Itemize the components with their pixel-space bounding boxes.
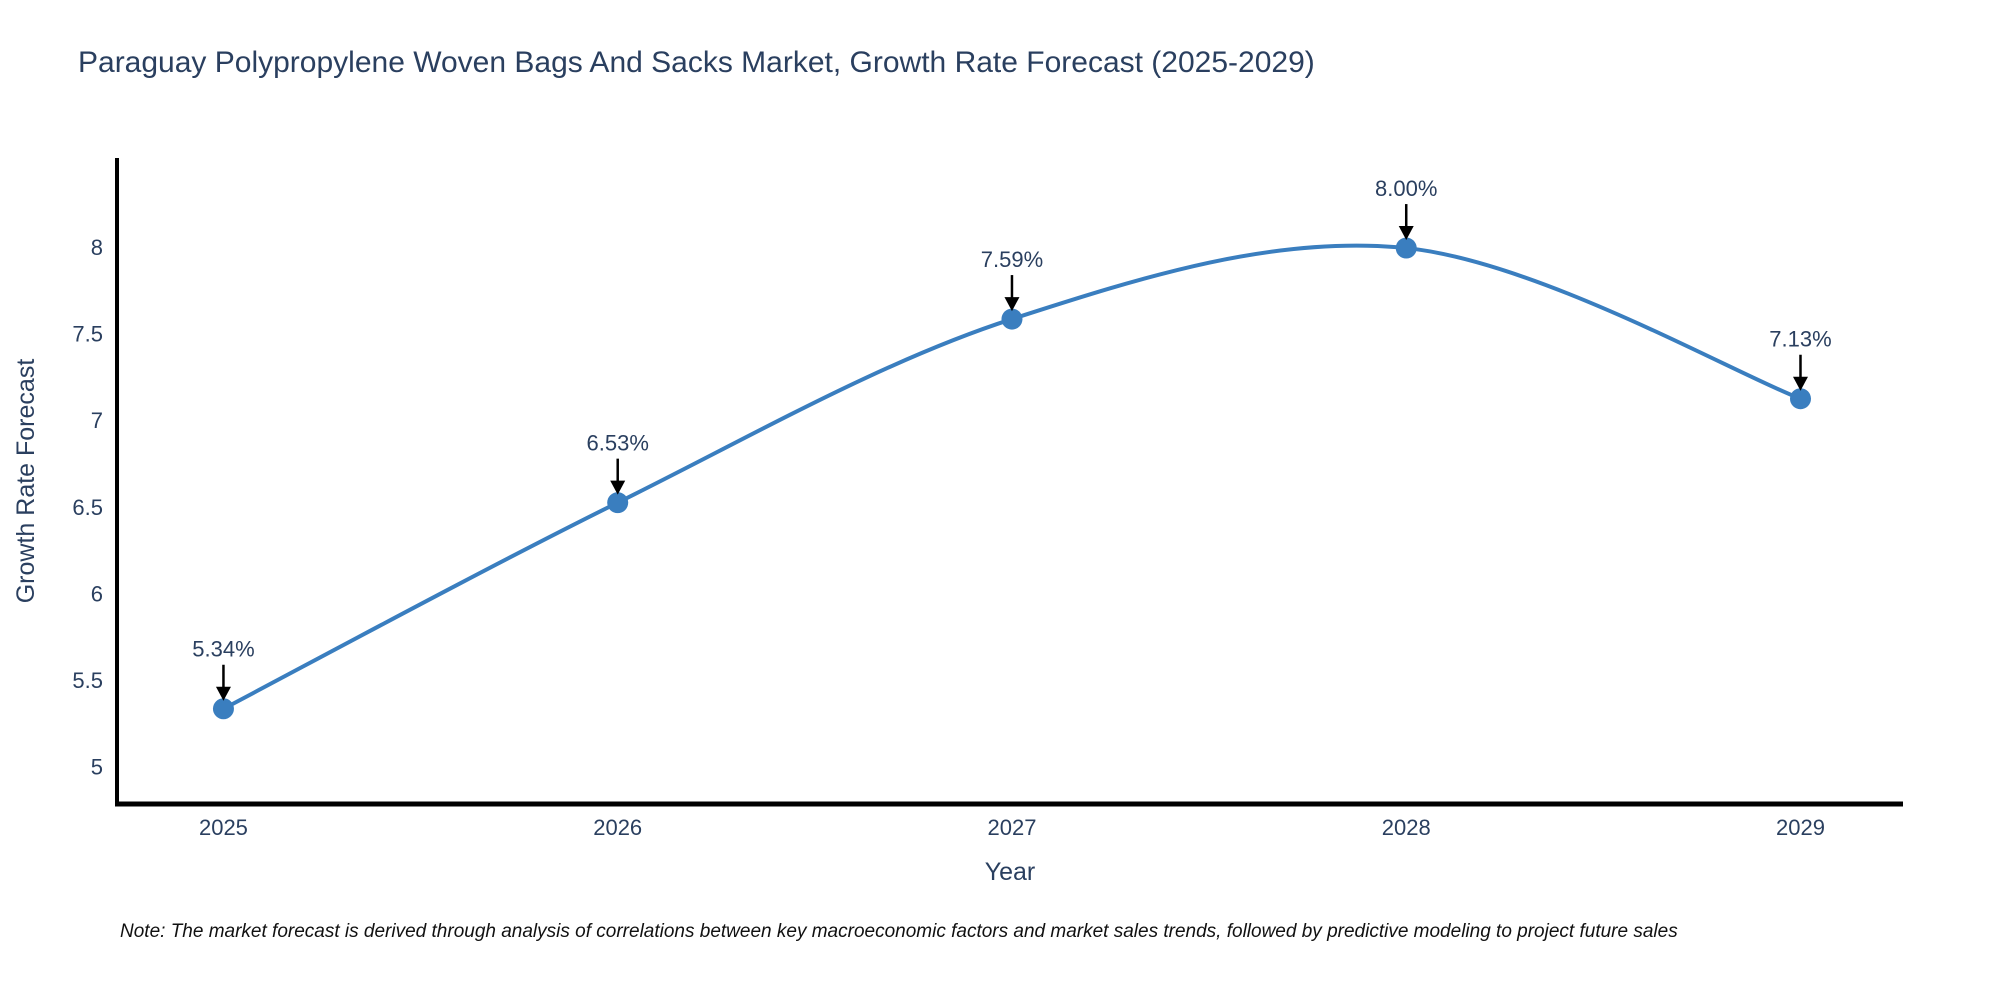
data-point-2027[interactable] xyxy=(1001,308,1023,330)
x-tick-label: 2025 xyxy=(199,815,248,840)
y-tick-label: 7.5 xyxy=(72,322,103,347)
data-point-2026[interactable] xyxy=(607,492,629,514)
y-tick-label: 7 xyxy=(91,408,103,433)
x-tick-label: 2027 xyxy=(987,815,1036,840)
annotation-arrowhead-icon xyxy=(215,686,231,701)
x-axis-title: Year xyxy=(985,858,1036,886)
data-point-2028[interactable] xyxy=(1395,237,1417,259)
chart-title: Paraguay Polypropylene Woven Bags And Sa… xyxy=(78,46,1315,79)
data-point-2029[interactable] xyxy=(1789,388,1811,410)
point-label: 7.13% xyxy=(1769,327,1831,352)
point-label: 5.34% xyxy=(192,637,254,662)
x-tick-label: 2029 xyxy=(1776,815,1825,840)
point-label: 8.00% xyxy=(1375,176,1437,201)
chart-footnote: Note: The market forecast is derived thr… xyxy=(120,921,1678,942)
point-label: 7.59% xyxy=(981,247,1043,272)
x-tick-label: 2026 xyxy=(593,815,642,840)
y-tick-label: 6 xyxy=(91,581,103,606)
y-tick-label: 5.5 xyxy=(72,668,103,693)
annotation-arrowhead-icon xyxy=(1398,226,1414,241)
annotation-arrowhead-icon xyxy=(1004,297,1020,312)
y-axis-title: Growth Rate Forecast xyxy=(12,359,40,604)
point-label: 6.53% xyxy=(587,431,649,456)
y-tick-label: 8 xyxy=(91,235,103,260)
annotation-arrowhead-icon xyxy=(1792,376,1808,391)
x-tick-label: 2028 xyxy=(1382,815,1431,840)
y-tick-label: 6.5 xyxy=(72,495,103,520)
annotation-arrowhead-icon xyxy=(610,480,626,495)
y-tick-label: 5 xyxy=(91,755,103,780)
data-point-2025[interactable] xyxy=(212,698,234,720)
